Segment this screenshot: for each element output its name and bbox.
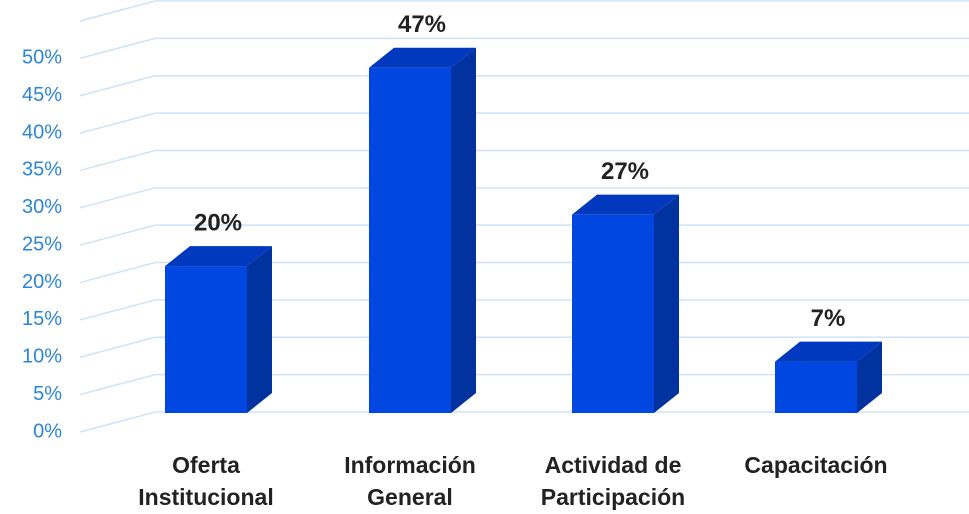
bar-top bbox=[572, 194, 679, 215]
grid-line bbox=[79, 261, 969, 284]
bar-side bbox=[857, 341, 882, 413]
y-tick-label: 15% bbox=[22, 308, 62, 330]
bar bbox=[775, 361, 857, 413]
y-tick-label: 50% bbox=[22, 47, 62, 69]
x-tick-label: Información General bbox=[344, 452, 476, 510]
y-tick-label: 0% bbox=[33, 420, 62, 442]
bar-top bbox=[165, 246, 272, 267]
y-tick-label: 45% bbox=[22, 84, 62, 106]
grid-line bbox=[79, 0, 969, 22]
value-label: 27% bbox=[601, 158, 649, 185]
bar bbox=[369, 67, 451, 413]
bar-side bbox=[451, 47, 476, 413]
value-label: 47% bbox=[398, 11, 446, 38]
grid-line bbox=[79, 373, 969, 396]
y-tick-label: 30% bbox=[22, 196, 62, 218]
grid-line bbox=[79, 411, 969, 433]
bar-side bbox=[654, 194, 679, 413]
grid-line bbox=[79, 149, 969, 172]
bar-side bbox=[247, 246, 272, 413]
bar bbox=[165, 266, 247, 413]
y-tick-label: 25% bbox=[22, 233, 62, 255]
grid-line bbox=[79, 299, 969, 321]
y-tick-label: 40% bbox=[22, 121, 62, 143]
x-tick-label: Oferta Institucional bbox=[138, 452, 274, 510]
bar-top bbox=[775, 341, 882, 362]
y-tick-label: 5% bbox=[33, 383, 62, 405]
value-label: 20% bbox=[194, 209, 242, 236]
bar-top bbox=[369, 47, 476, 68]
grid-line bbox=[79, 187, 969, 209]
value-label: 7% bbox=[811, 305, 846, 332]
bar bbox=[572, 214, 654, 413]
x-tick-label: Actividad de Participación bbox=[540, 452, 686, 510]
grid-line bbox=[79, 37, 969, 60]
y-tick-label: 20% bbox=[22, 271, 62, 293]
y-tick-label: 10% bbox=[22, 346, 62, 368]
grid-line bbox=[79, 74, 969, 97]
grid-line bbox=[79, 112, 969, 134]
grid-line bbox=[79, 336, 969, 358]
x-tick-label: Capacitación bbox=[744, 452, 888, 478]
grid-line bbox=[79, 224, 969, 246]
y-tick-label: 35% bbox=[22, 159, 62, 181]
